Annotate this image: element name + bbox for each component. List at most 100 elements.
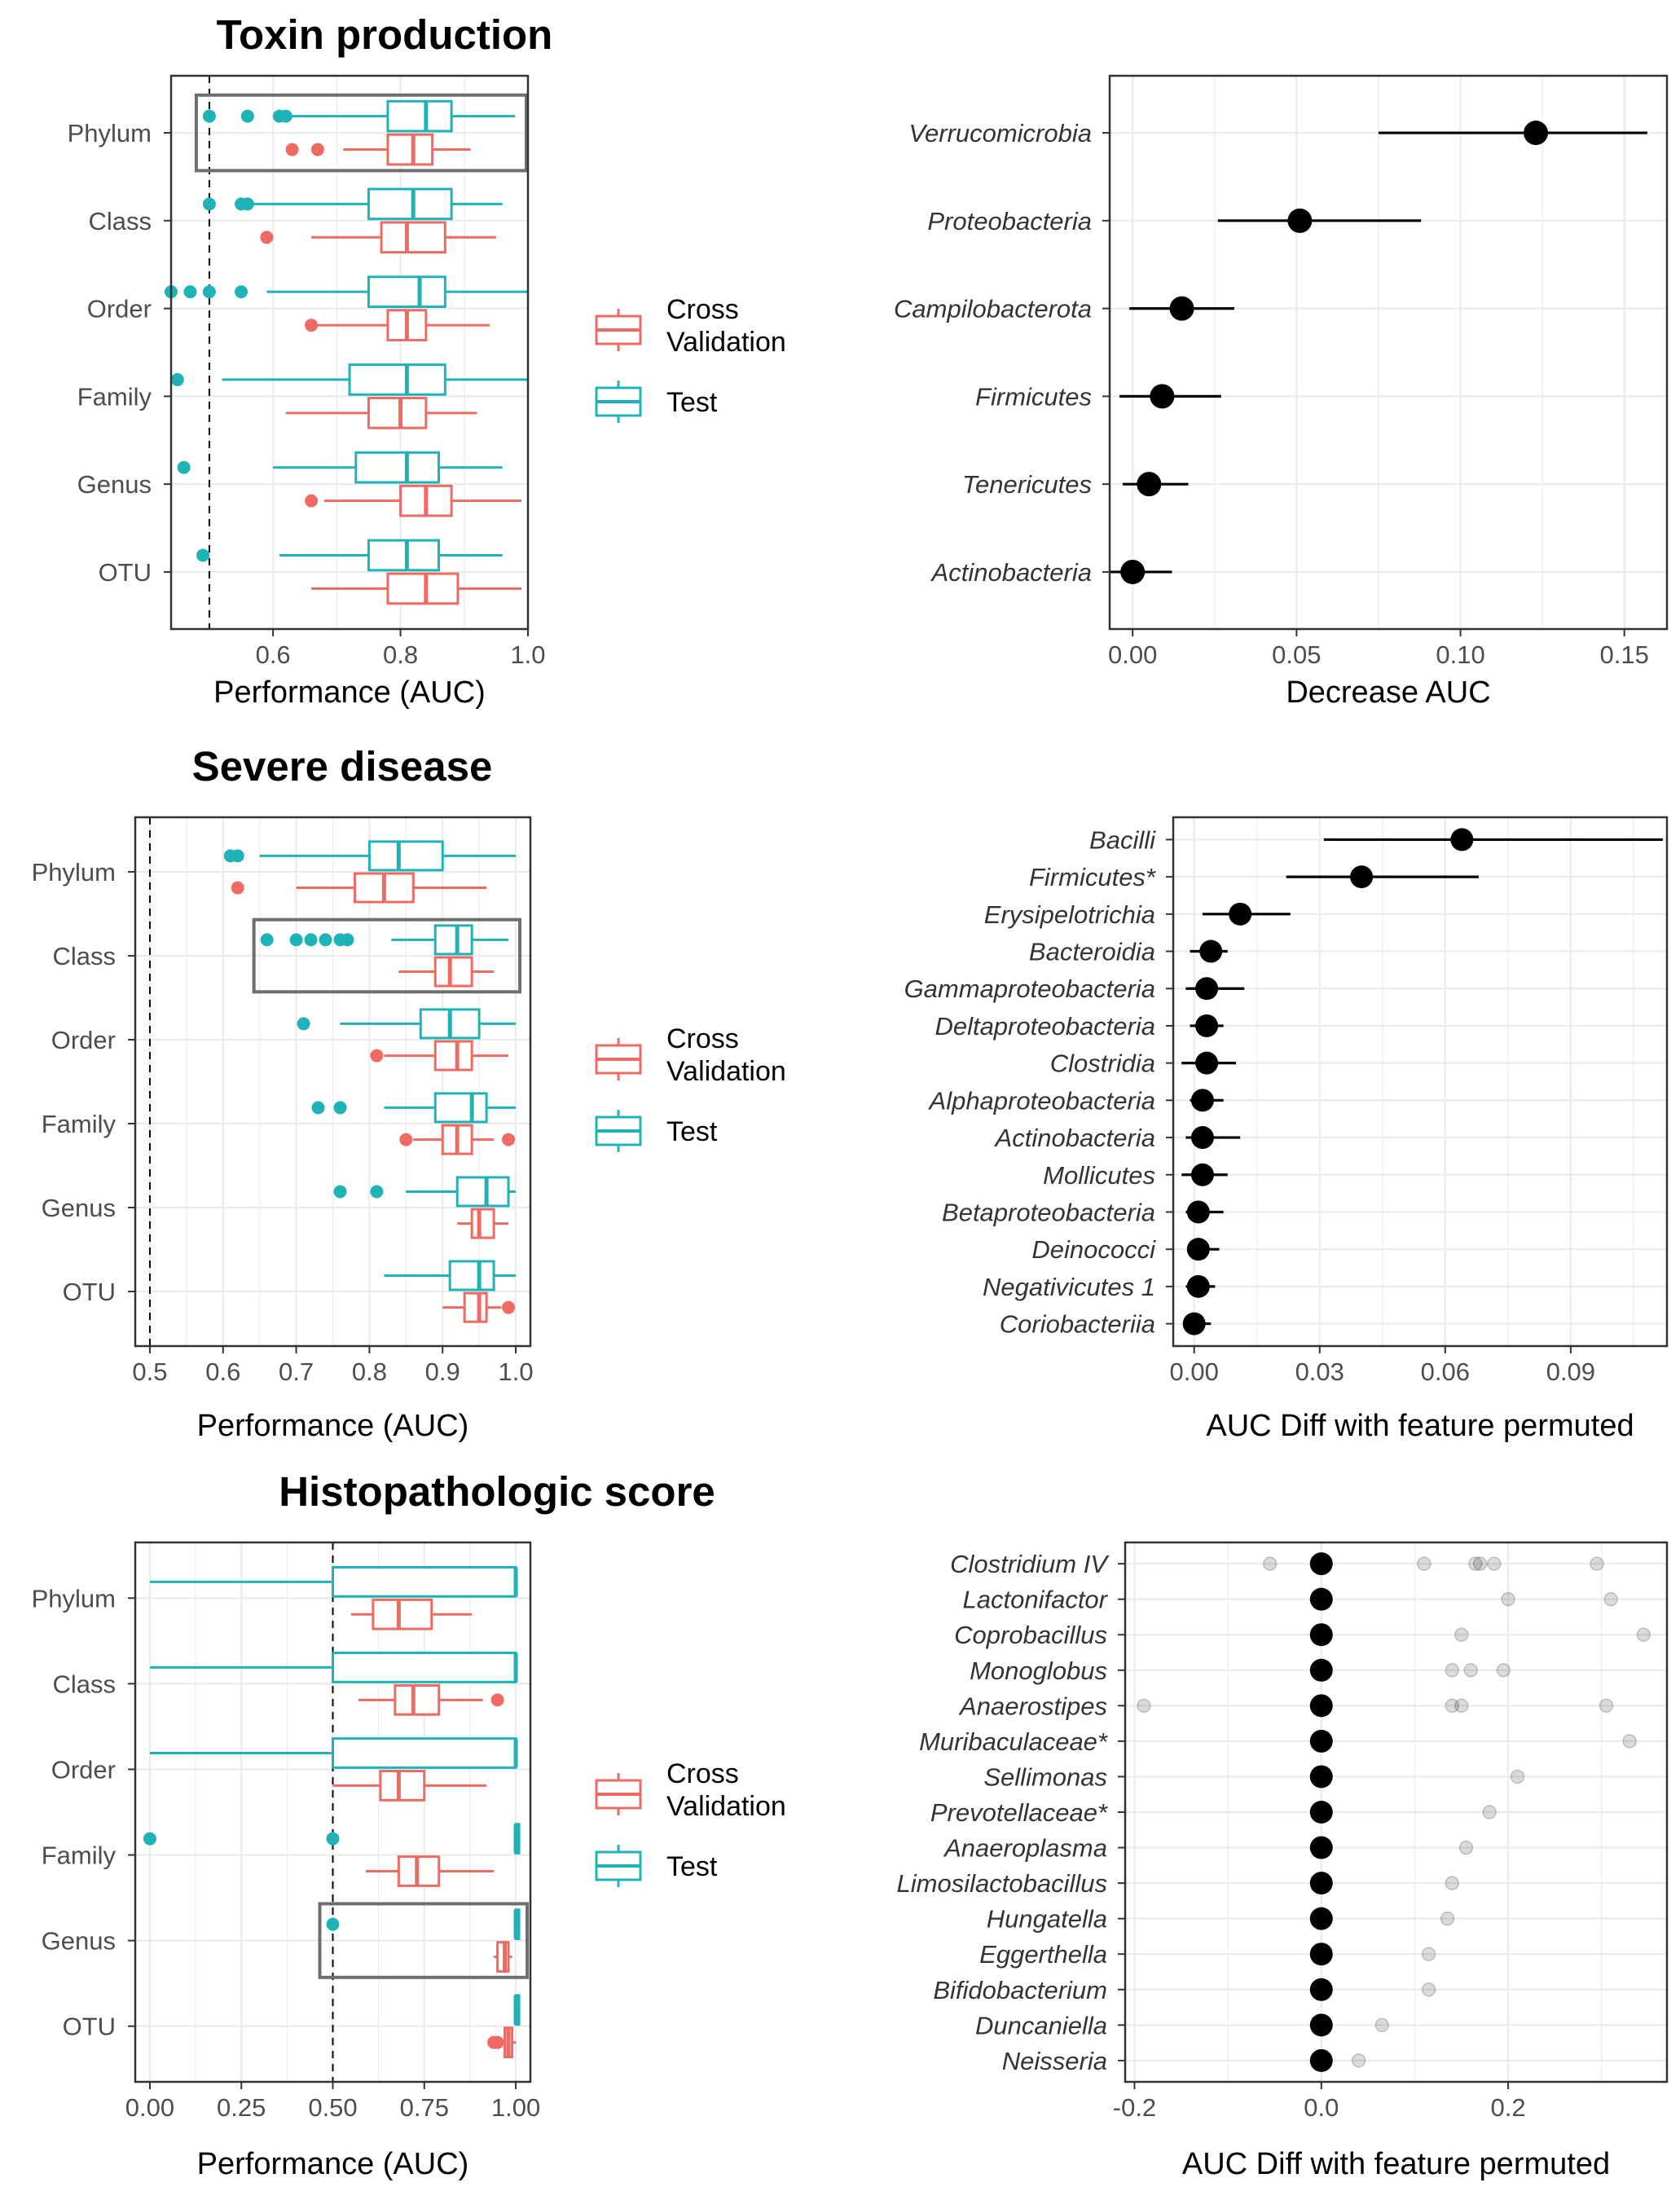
toxin-importance-panel: 0.00 0.05 0.10 0.15 Decrease AUC Verrucomicro… [894, 74, 1669, 710]
mean-point [1199, 939, 1223, 963]
permutation-point [1487, 1556, 1502, 1571]
feature-verrucomicrobia [1378, 121, 1647, 146]
feature-eggerthella [1309, 1943, 1436, 1966]
x-tick-label: 0.9 [425, 1357, 460, 1386]
permutation-point [1445, 1663, 1460, 1678]
y-tick-label: Genus [42, 1194, 116, 1222]
mean-point [1186, 1200, 1210, 1224]
legend-label-cv-2: Validation [666, 1056, 786, 1087]
plot-border [134, 1541, 532, 2083]
box [433, 956, 473, 988]
permutation-point [1482, 1805, 1497, 1819]
legend-label-cv-1: Cross [666, 1758, 739, 1789]
outlier-point [311, 1101, 325, 1115]
y-tick-label: Family [77, 382, 152, 411]
permutation-point [1440, 1911, 1455, 1926]
x-tick-label: 0.15 [1600, 640, 1649, 669]
mean-point [1309, 1623, 1333, 1647]
outlier-point [297, 1017, 310, 1031]
outlier-point [326, 1832, 340, 1846]
box [386, 99, 453, 133]
mean-point [1309, 1552, 1333, 1576]
legend-key-cv [595, 1773, 642, 1815]
outlier-point [177, 460, 191, 474]
cv-box-order [370, 1040, 509, 1071]
x-tick-label: 0.50 [308, 2093, 357, 2122]
plot-border [1108, 74, 1669, 631]
box [332, 1737, 517, 1769]
y-tick-label: Monoglobus [970, 1657, 1107, 1685]
mean-point [1186, 1238, 1210, 1261]
legend-key-cv [595, 309, 642, 351]
feature-alphaproteobacteria [1190, 1089, 1224, 1112]
histo-box-panel: 0.00 0.25 0.50 0.75 1.00 Performance (AUC) Phy… [32, 1468, 715, 2181]
outlier-point [260, 933, 274, 947]
test-box-genus [326, 1908, 521, 1941]
y-tick-label: Gammaproteobacteria [904, 975, 1155, 1003]
y-tick-label: Verrucomicrobia [908, 119, 1092, 147]
x-axis-label: Performance (AUC) [197, 2147, 469, 2181]
y-tick-label: Lactonifactor [963, 1586, 1109, 1614]
y-tick-label: Clostridium IV [950, 1550, 1110, 1578]
x-tick-label: 0.00 [125, 2093, 174, 2122]
x-axis-label: AUC Diff with feature permuted [1182, 2147, 1610, 2181]
panel-title: Severe disease [192, 743, 493, 790]
y-tick-label: Eggerthella [979, 1940, 1107, 1969]
y-tick-label: Family [42, 1841, 117, 1870]
y-tick-label: Genus [42, 1927, 116, 1956]
outlier-point [490, 2035, 504, 2049]
mean-point [1287, 208, 1313, 233]
mean-point [1195, 977, 1219, 1001]
test-box-phylum [223, 840, 517, 872]
permutation-point [1468, 1556, 1483, 1571]
outlier-point [289, 933, 303, 947]
mean-point [1137, 472, 1162, 497]
x-tick-label: 0.06 [1421, 1357, 1470, 1386]
mean-point [1309, 1587, 1333, 1611]
highlight-box [318, 1902, 530, 1979]
y-tick-label: Tenericutes [962, 470, 1092, 499]
outlier-point [196, 548, 210, 562]
y-tick-label: Neisseria [1002, 2047, 1107, 2075]
outlier-point [235, 285, 248, 299]
box [394, 1683, 441, 1716]
test-box-genus [177, 451, 503, 484]
x-tick-label: 0.10 [1436, 640, 1484, 669]
permutation-point [1445, 1698, 1460, 1714]
x-tick-label: 0.0 [1304, 2093, 1339, 2122]
mean-point [1309, 2013, 1333, 2037]
toxin-box-panel: 0.6 0.8 1.0 Performance (AUC) Phylum Class Ord… [68, 11, 553, 710]
permutation-point [1137, 1698, 1151, 1714]
legend-key-test [595, 1110, 642, 1152]
test-box-order [165, 275, 528, 308]
y-tick-label: Limosilactobacillus [897, 1869, 1107, 1898]
outlier-point [170, 372, 184, 386]
box [367, 397, 428, 429]
y-tick-label: Sellimonas [983, 1762, 1107, 1791]
box [367, 539, 441, 572]
mean-point [1229, 902, 1252, 926]
y-tick-label: Class [88, 207, 152, 235]
permutation-point [1463, 1663, 1478, 1678]
y-tick-label: Bacilli [1089, 825, 1156, 854]
x-tick-label: 0.8 [383, 640, 418, 669]
mean-point [1309, 2048, 1333, 2072]
panel-title: Histopathologic score [279, 1468, 715, 1515]
legend-label-test: Test [666, 1116, 718, 1147]
mean-point [1309, 1872, 1333, 1895]
feature-firmicutes [1119, 384, 1221, 409]
legend-key-test [595, 381, 642, 423]
box [448, 1260, 495, 1291]
mean-point [1309, 1943, 1333, 1966]
cv-box-phylum [285, 133, 471, 166]
cv-box-order [332, 1770, 487, 1802]
outlier-point [304, 933, 318, 947]
outlier-point [202, 109, 216, 123]
y-tick-label: Campilobacterota [894, 295, 1092, 323]
feature-actinobacteria [1185, 1126, 1241, 1150]
x-axis-label: Performance (AUC) [213, 675, 486, 710]
legend-label-cv-2: Validation [666, 1791, 786, 1822]
cv-box-genus [494, 1941, 512, 1973]
mean-point [1150, 384, 1175, 409]
